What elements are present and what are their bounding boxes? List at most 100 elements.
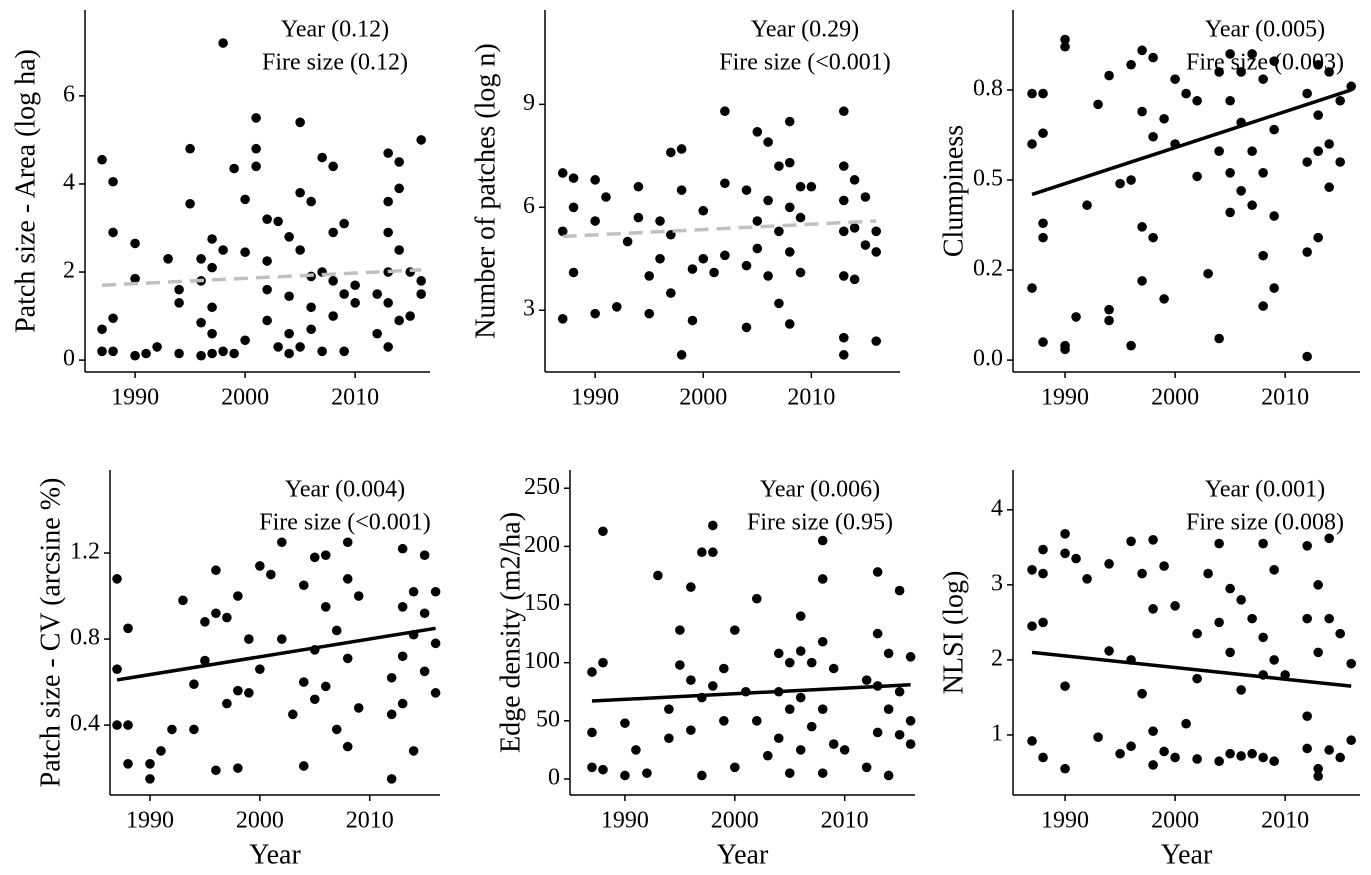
data-point bbox=[1247, 613, 1257, 624]
data-point bbox=[686, 675, 696, 685]
data-point bbox=[331, 625, 342, 636]
x-tick-label: 1990 bbox=[126, 808, 174, 834]
data-point bbox=[342, 537, 353, 548]
data-point bbox=[1313, 232, 1323, 243]
data-point bbox=[1170, 752, 1180, 763]
data-point bbox=[112, 720, 122, 730]
data-point bbox=[905, 716, 916, 726]
annotation: Year (0.12) bbox=[281, 17, 389, 43]
data-point bbox=[1104, 559, 1114, 569]
panel: 0.4 0.8 1.2 1990 2000 2010 Patch size - CV (ar… bbox=[35, 470, 441, 870]
data-point bbox=[590, 308, 600, 319]
data-point bbox=[339, 346, 349, 357]
data-point bbox=[752, 127, 763, 137]
data-point bbox=[708, 681, 718, 691]
data-point bbox=[871, 226, 882, 237]
data-point bbox=[339, 218, 349, 229]
data-point bbox=[383, 298, 393, 308]
data-point bbox=[784, 157, 795, 168]
data-point bbox=[817, 636, 828, 647]
data-point bbox=[277, 634, 287, 644]
y-axis-title: Patch size - CV (arcsine %) bbox=[35, 478, 66, 788]
data-point bbox=[741, 185, 752, 195]
data-point bbox=[222, 612, 232, 623]
data-point bbox=[557, 168, 568, 178]
data-point bbox=[644, 308, 655, 319]
data-point bbox=[698, 205, 709, 216]
data-point bbox=[741, 260, 752, 271]
data-point bbox=[1236, 595, 1246, 605]
data-point bbox=[229, 348, 239, 359]
data-point bbox=[174, 348, 184, 359]
data-point bbox=[416, 289, 426, 299]
data-point bbox=[676, 144, 687, 154]
data-point bbox=[1313, 146, 1323, 156]
data-point bbox=[1214, 617, 1224, 628]
data-point bbox=[277, 537, 287, 548]
data-point bbox=[1038, 617, 1048, 628]
trend-line bbox=[101, 268, 422, 287]
y-tick-label: 150 bbox=[524, 590, 560, 616]
data-point bbox=[1038, 544, 1048, 555]
data-point bbox=[622, 236, 633, 247]
data-point bbox=[741, 322, 752, 333]
data-point bbox=[751, 593, 762, 604]
data-point bbox=[273, 216, 283, 227]
data-point bbox=[1126, 59, 1136, 70]
data-point bbox=[306, 302, 316, 313]
data-point bbox=[1071, 553, 1081, 564]
data-point bbox=[196, 254, 206, 264]
data-point bbox=[394, 183, 404, 194]
data-point bbox=[719, 663, 729, 674]
data-point bbox=[568, 173, 579, 183]
data-point bbox=[795, 646, 806, 656]
data-point bbox=[1225, 168, 1235, 178]
data-point bbox=[1038, 337, 1048, 347]
data-point bbox=[1346, 658, 1356, 669]
data-point bbox=[145, 759, 155, 769]
data-point bbox=[1324, 613, 1334, 624]
data-point bbox=[383, 342, 393, 352]
data-point bbox=[1093, 99, 1103, 110]
data-point bbox=[108, 176, 118, 187]
data-point bbox=[1324, 139, 1334, 149]
data-point bbox=[207, 262, 217, 273]
data-point bbox=[849, 223, 860, 233]
data-point bbox=[97, 324, 107, 335]
data-point bbox=[828, 739, 839, 749]
data-point bbox=[730, 762, 740, 773]
y-axis-title: NLSI (log) bbox=[938, 571, 969, 695]
data-point bbox=[1060, 34, 1070, 45]
x-tick-label: 2010 bbox=[1261, 385, 1309, 411]
data-point bbox=[587, 762, 597, 773]
data-point bbox=[189, 679, 199, 690]
data-point bbox=[1214, 756, 1224, 767]
panel: 3 6 9 1990 2000 2010 Number of patches (log n)… bbox=[470, 10, 900, 411]
data-point bbox=[141, 348, 151, 359]
data-point bbox=[905, 739, 916, 749]
data-point bbox=[408, 746, 419, 756]
data-point bbox=[328, 311, 338, 321]
data-point bbox=[1225, 207, 1235, 218]
data-point bbox=[185, 198, 195, 209]
data-point bbox=[784, 768, 795, 778]
data-point bbox=[1038, 752, 1048, 763]
data-point bbox=[200, 655, 210, 666]
data-point bbox=[397, 601, 408, 612]
data-point bbox=[1225, 95, 1235, 106]
data-point bbox=[1247, 200, 1257, 211]
data-point bbox=[655, 216, 665, 226]
data-point bbox=[222, 698, 232, 709]
data-point bbox=[306, 196, 316, 207]
data-point bbox=[1269, 124, 1279, 135]
data-point bbox=[1225, 748, 1235, 759]
data-point bbox=[784, 116, 795, 127]
data-point bbox=[1302, 711, 1312, 721]
data-point bbox=[762, 750, 773, 761]
data-point bbox=[1104, 304, 1114, 315]
data-point bbox=[795, 692, 806, 703]
data-point bbox=[1148, 131, 1158, 142]
data-point bbox=[328, 161, 338, 172]
data-point bbox=[284, 232, 294, 242]
